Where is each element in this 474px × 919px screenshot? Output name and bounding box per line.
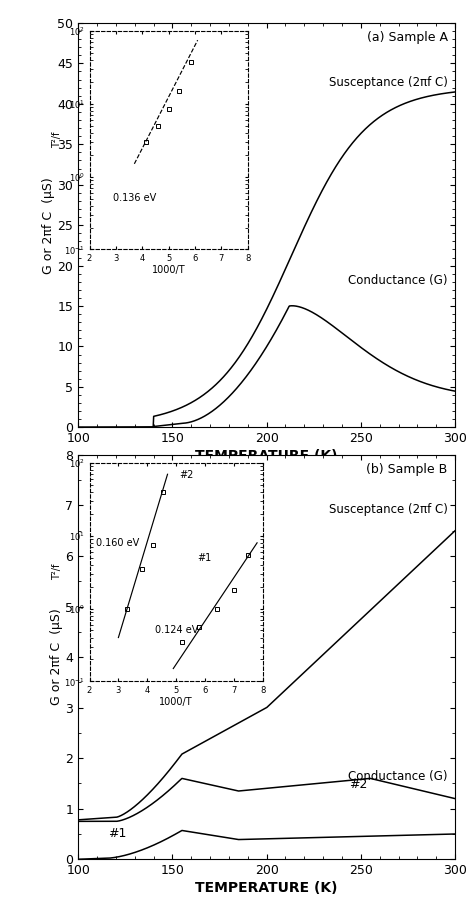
Text: Susceptance (2πf C): Susceptance (2πf C): [328, 504, 447, 516]
X-axis label: TEMPERATURE (K): TEMPERATURE (K): [195, 449, 338, 463]
Text: #1: #1: [109, 827, 127, 840]
Y-axis label: G or 2πf C  (μS): G or 2πf C (μS): [42, 176, 55, 274]
Y-axis label: G or 2πf C  (μS): G or 2πf C (μS): [50, 608, 63, 706]
Text: (a) Sample A: (a) Sample A: [366, 31, 447, 44]
Text: Susceptance (2πf C): Susceptance (2πf C): [328, 75, 447, 88]
Text: #2: #2: [349, 778, 368, 791]
X-axis label: TEMPERATURE (K): TEMPERATURE (K): [195, 881, 338, 895]
Text: Conductance (G): Conductance (G): [348, 274, 447, 287]
Text: Conductance (G): Conductance (G): [348, 770, 447, 783]
Text: (b) Sample B: (b) Sample B: [366, 463, 447, 476]
